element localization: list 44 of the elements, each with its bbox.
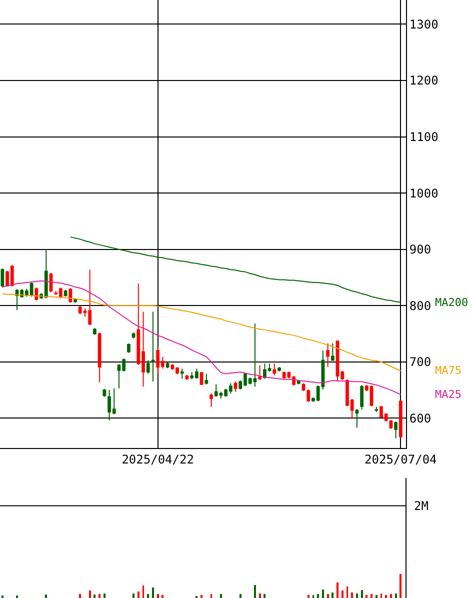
x-tick-label: 2025/04/22 [122, 452, 194, 466]
candlestick [93, 328, 96, 336]
text: MA200 [435, 296, 468, 309]
line-series [2, 280, 402, 396]
candlestick [64, 289, 68, 298]
candlestick [326, 342, 330, 368]
candlestick [278, 366, 281, 372]
candlestick [258, 364, 262, 380]
line-series [70, 236, 402, 303]
candlestick [374, 406, 378, 412]
y-tick-label: 1200 [409, 74, 438, 88]
text: MA25 [435, 388, 462, 401]
candlestick [68, 288, 72, 304]
line-series [2, 293, 402, 372]
candlestick [210, 392, 213, 408]
candlestick [166, 362, 170, 369]
y-tick-label: 1000 [409, 186, 438, 200]
candlestick [146, 360, 150, 374]
candlestick [151, 311, 155, 382]
candlestick [330, 342, 334, 362]
candlestick [398, 400, 402, 438]
y-tick-label: 800 [409, 298, 432, 313]
ref-line-label: 2M [414, 499, 428, 513]
candlestick [185, 374, 189, 380]
candlestick [98, 332, 102, 383]
y-tick-label: 1100 [409, 130, 438, 144]
y-tick-label: 700 [409, 355, 432, 370]
candlestick [355, 408, 359, 428]
candlestick [234, 381, 238, 392]
candlestick [360, 384, 364, 410]
candlestick [394, 421, 398, 439]
candlestick [180, 368, 184, 380]
y-tick-label: 900 [409, 242, 432, 257]
y-tick-label: 600 [409, 411, 432, 426]
candlestick [272, 363, 276, 376]
candlestick [34, 287, 38, 302]
text: MA75 [435, 364, 462, 377]
x-tick-label: 2025/07/04 [364, 452, 437, 466]
candlestick [102, 388, 106, 398]
candlestick [0, 268, 4, 288]
y-tick-label: 1300 [409, 17, 438, 32]
candlestick [204, 373, 208, 385]
candlestick [296, 379, 300, 385]
candlestick [127, 342, 130, 354]
